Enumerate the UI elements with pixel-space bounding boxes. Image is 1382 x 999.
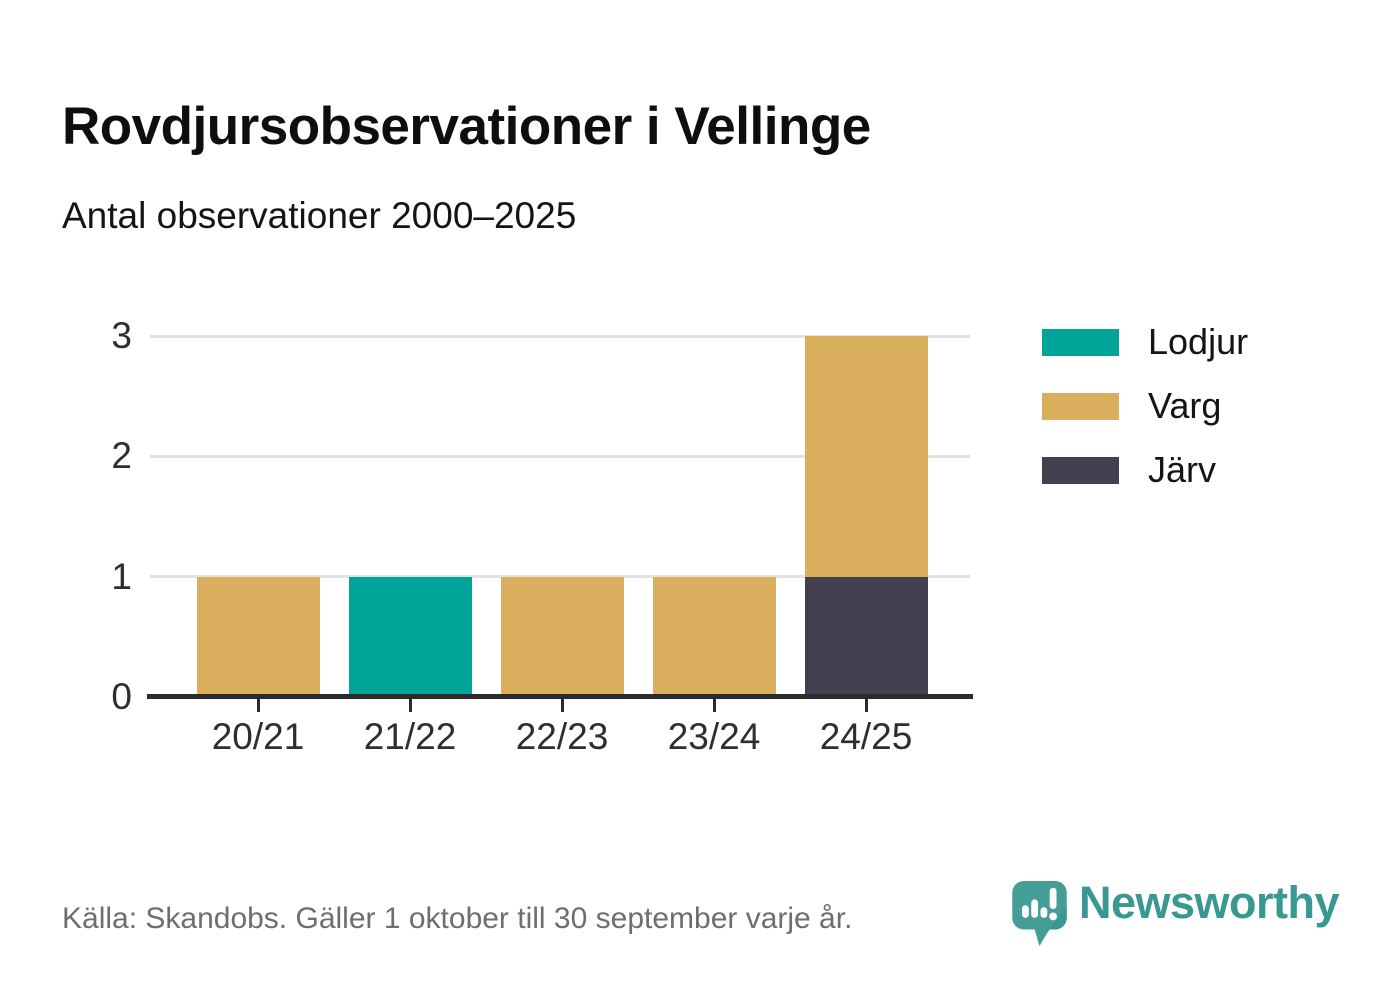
legend-label: Varg	[1148, 385, 1222, 426]
page-subtitle: Antal observationer 2000–2025	[62, 195, 577, 236]
bar-segment-varg-22/23	[500, 576, 624, 697]
bar-segment-järv-24/25	[804, 576, 928, 697]
legend-item-lodjur: Lodjur	[1042, 324, 1248, 360]
chart-legend: Lodjur Varg Järv	[1042, 324, 1248, 516]
x-tick-label: 21/22	[363, 716, 457, 757]
page-title: Rovdjursobservationer i Vellinge	[62, 96, 871, 156]
legend-item-järv: Järv	[1042, 452, 1248, 488]
newsworthy-brand-link[interactable]: Newsworthy	[1010, 877, 1340, 949]
x-tick-label: 20/21	[211, 716, 305, 757]
x-tick-label: 23/24	[667, 716, 761, 757]
bar-segment-varg-20/21	[196, 576, 320, 697]
newsworthy-logo-icon	[1012, 880, 1067, 947]
gridline-y-3	[150, 334, 970, 338]
bar-segment-lodjur-21/22	[348, 576, 472, 697]
legend-swatch-lodjur	[1042, 328, 1119, 356]
x-tick-label: 22/23	[515, 716, 609, 757]
y-tick-label: 1	[111, 555, 132, 597]
y-tick-label: 3	[111, 315, 132, 356]
bar-segment-varg-23/24	[652, 576, 776, 697]
x-axis-tick	[256, 699, 260, 712]
legend-swatch-varg	[1042, 392, 1119, 420]
legend-label: Järv	[1148, 449, 1217, 490]
gridline-y-2	[150, 454, 970, 458]
bar-segment-varg-24/25	[804, 336, 928, 577]
x-axis-line	[147, 694, 973, 699]
x-axis-tick	[864, 699, 868, 712]
x-tick-label: 24/25	[819, 716, 913, 757]
legend-swatch-järv	[1042, 456, 1119, 484]
legend-label: Lodjur	[1148, 321, 1249, 362]
y-tick-label: 0	[111, 676, 132, 717]
newsworthy-wordmark: Newsworthy	[1079, 877, 1340, 928]
x-axis-tick	[712, 699, 716, 712]
x-axis-tick	[560, 699, 564, 712]
x-axis-tick	[408, 699, 412, 712]
legend-item-varg: Varg	[1042, 388, 1248, 424]
source-note: Källa: Skandobs. Gäller 1 oktober till 3…	[62, 902, 853, 935]
y-tick-label: 2	[111, 435, 132, 477]
